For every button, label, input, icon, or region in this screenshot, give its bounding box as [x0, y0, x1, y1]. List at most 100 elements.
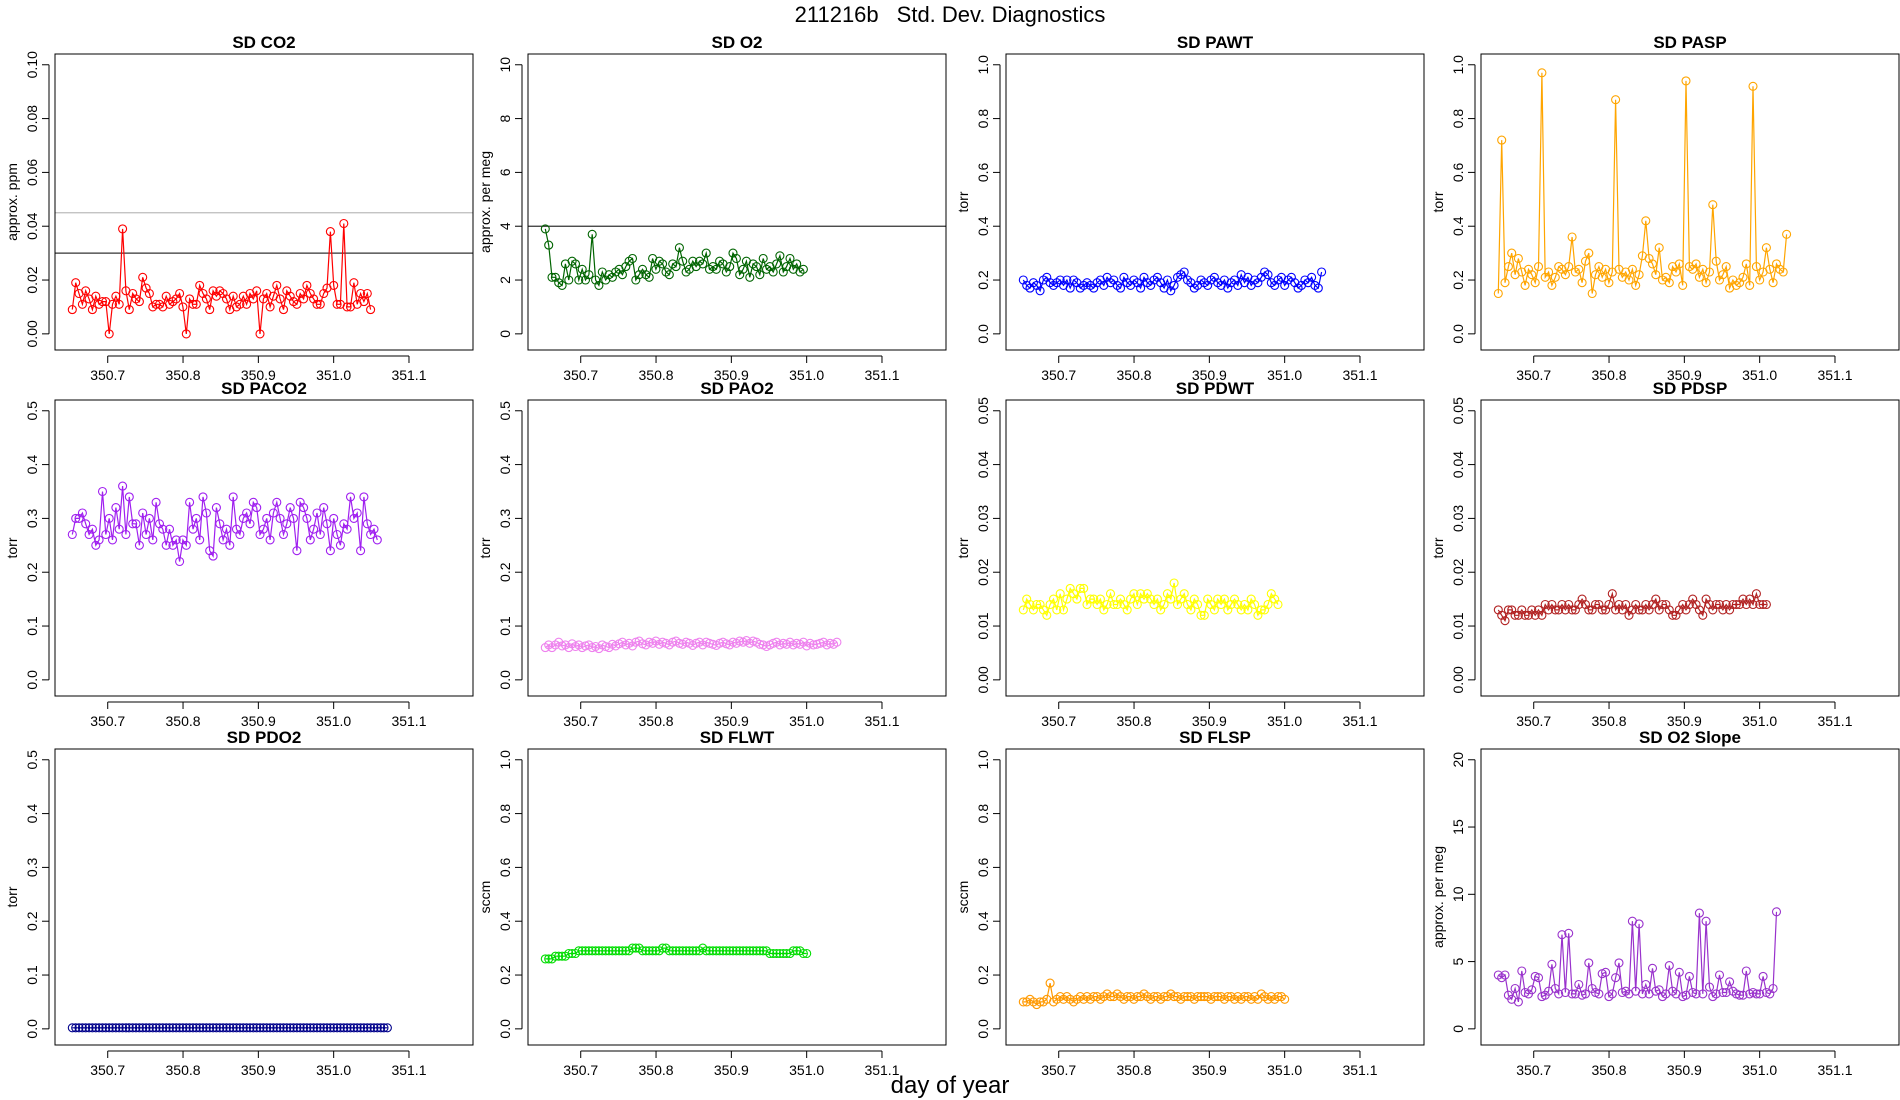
y-tick-label: 20: [1450, 752, 1466, 768]
data-point: [141, 1023, 151, 1033]
data-point: [658, 259, 668, 269]
x-tick-label: 350.9: [714, 1062, 749, 1078]
data-point: [235, 529, 245, 540]
data-point: [221, 1023, 232, 1033]
data-point: [1594, 989, 1604, 999]
panel-sd-pasp: SD PASP torr 350.7 350.8 350.9 351.0 351.1 0.0 0…: [1430, 33, 1900, 383]
y-tick-label: 0.3: [497, 508, 513, 528]
data-point: [1745, 280, 1755, 290]
data-point: [342, 1023, 352, 1033]
plot-frame: [1005, 748, 1425, 1046]
data-point: [195, 535, 205, 545]
x-tick-label: 350.8: [166, 367, 201, 383]
data-point: [1607, 989, 1617, 999]
data-point: [178, 1023, 188, 1033]
data-point: [339, 218, 349, 229]
data-point: [366, 305, 376, 315]
y-tick-label: 0.6: [975, 857, 991, 877]
data-point: [1317, 267, 1327, 277]
data-point: [671, 946, 681, 956]
data-point: [124, 305, 134, 315]
data-point: [1547, 280, 1557, 290]
data-point: [1193, 599, 1203, 610]
data-point: [309, 1023, 319, 1033]
data-point: [1678, 280, 1688, 290]
data-point: [1109, 599, 1119, 610]
data-point: [1263, 270, 1273, 280]
data-point: [1557, 930, 1567, 940]
panel-title: SD PASP: [1653, 33, 1726, 52]
data-point: [369, 1023, 379, 1033]
plot-frame: [54, 53, 474, 351]
data-point: [181, 1023, 191, 1033]
series-line: [1497, 72, 1788, 294]
data-point: [94, 535, 104, 545]
data-point: [584, 270, 594, 280]
data-point: [792, 259, 802, 269]
x-tick-label: 351.1: [1817, 1062, 1852, 1078]
panel-title: SD PACO2: [221, 379, 307, 398]
x-tick-label: 350.8: [166, 713, 201, 729]
data-point: [372, 1023, 382, 1033]
data-point: [312, 299, 322, 309]
data-point: [1621, 599, 1631, 610]
data-point: [1718, 270, 1728, 280]
data-point: [1641, 216, 1651, 226]
data-point: [94, 1023, 104, 1033]
x-tick-label: 351.1: [1342, 1062, 1377, 1078]
data-point: [1611, 95, 1621, 105]
x-tick-label: 350.9: [241, 367, 276, 383]
data-point: [715, 946, 725, 956]
data-point: [1604, 599, 1614, 610]
y-tick-label: 0.4: [24, 804, 40, 824]
data-point: [118, 481, 128, 491]
data-point: [1199, 610, 1209, 620]
data-point: [198, 1023, 208, 1033]
data-point: [349, 278, 359, 288]
data-point: [1560, 270, 1570, 280]
data-point: [1607, 589, 1617, 599]
data-point: [1698, 610, 1708, 620]
y-axis-label: torr: [4, 537, 20, 558]
data-point: [570, 259, 581, 269]
x-tick-label: 351.0: [316, 1062, 351, 1078]
y-tick-label: 15: [1450, 819, 1466, 835]
data-point: [721, 946, 731, 956]
data-point: [1554, 989, 1564, 999]
data-point: [332, 1023, 342, 1033]
panel-title: SD O2 Slope: [1639, 728, 1741, 747]
data-point: [1162, 275, 1172, 285]
data-point: [1711, 256, 1721, 266]
y-tick-label: 0.1: [24, 965, 40, 985]
data-point: [302, 513, 312, 523]
data-point: [1159, 599, 1169, 610]
data-point: [101, 1023, 111, 1033]
data-point: [768, 948, 778, 959]
data-point: [547, 272, 557, 282]
data-point: [1567, 989, 1577, 999]
data-point: [637, 946, 648, 956]
data-point: [758, 253, 768, 264]
data-point: [138, 1023, 148, 1033]
data-point: [1042, 610, 1052, 620]
data-point: [1564, 262, 1574, 272]
y-tick-label: 0.03: [1450, 505, 1466, 532]
data-point: [319, 503, 329, 513]
data-point: [252, 1023, 262, 1033]
data-point: [1735, 990, 1745, 1000]
data-point: [564, 275, 574, 285]
data-point: [1674, 967, 1684, 977]
data-point: [215, 1023, 225, 1033]
data-point: [362, 519, 372, 529]
data-point: [1075, 583, 1085, 593]
data-point: [698, 259, 708, 269]
data-point: [587, 946, 597, 956]
data-point: [114, 524, 124, 534]
data-point: [175, 556, 185, 567]
data-point: [299, 294, 309, 304]
data-point: [1751, 989, 1761, 999]
data-point: [1718, 987, 1728, 998]
data-point: [107, 1023, 118, 1033]
data-point: [302, 280, 312, 290]
data-point: [591, 946, 601, 956]
